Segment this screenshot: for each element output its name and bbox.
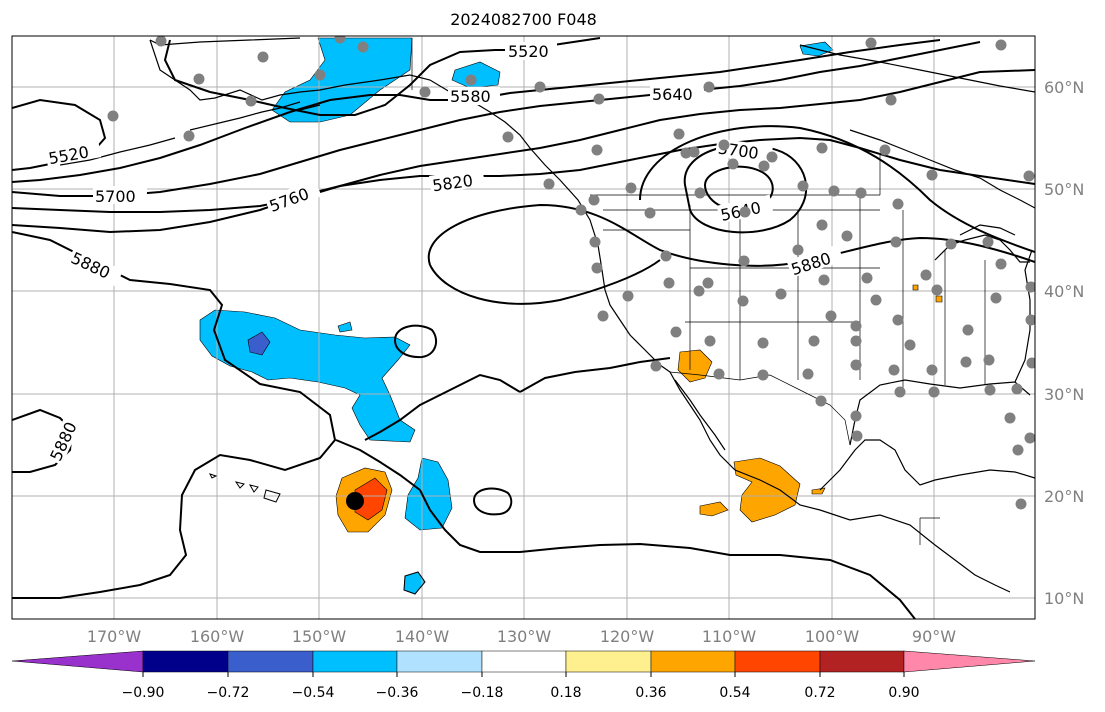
contour-label-5640-a: 5640 bbox=[652, 85, 693, 104]
colorbar-tick-label: −0.72 bbox=[207, 685, 250, 701]
lon-label-110w: 110°W bbox=[702, 627, 757, 646]
colorbar-segment-2 bbox=[227, 650, 314, 673]
lat-label-50n: 50°N bbox=[1044, 180, 1084, 199]
lat-label-20n: 20°N bbox=[1044, 487, 1084, 506]
colorbar-tick-label: 0.90 bbox=[888, 685, 919, 701]
colorbar-extend-min bbox=[11, 650, 144, 673]
colorbar-segment-7 bbox=[650, 650, 736, 673]
political-boundaries bbox=[411, 38, 986, 545]
colorbar-segment-8 bbox=[734, 650, 821, 673]
lon-label-100w: 100°W bbox=[805, 627, 860, 646]
colorbar-tick-label: 0.36 bbox=[635, 685, 666, 701]
longitude-labels: 170°W 160°W 150°W 140°W 130°W 120°W 110°… bbox=[87, 627, 956, 646]
lon-label-130w: 130°W bbox=[497, 627, 552, 646]
latitude-labels: 60°N 50°N 40°N 30°N 20°N 10°N bbox=[1044, 78, 1084, 608]
colorbar-segment-9 bbox=[819, 650, 905, 673]
island-outlines bbox=[209, 473, 426, 595]
lon-label-140w: 140°W bbox=[395, 627, 450, 646]
lat-label-10n: 10°N bbox=[1044, 589, 1084, 608]
colorbar-tick-label: 0.72 bbox=[804, 685, 835, 701]
colorbar-extend-max bbox=[903, 650, 1036, 673]
map-panel: 5520 5520 5580 5640 5700 5700 5760 5820 … bbox=[12, 36, 1035, 619]
lon-label-160w: 160°W bbox=[190, 627, 245, 646]
map-frame bbox=[11, 35, 1036, 620]
contour-label-5700-a: 5700 bbox=[95, 187, 136, 206]
lon-label-90w: 90°W bbox=[912, 627, 956, 646]
colorbar-ticks bbox=[142, 672, 905, 677]
lat-label-60n: 60°N bbox=[1044, 78, 1084, 97]
map-title: 2024082700 F048 bbox=[450, 10, 597, 29]
lon-label-170w: 170°W bbox=[87, 627, 142, 646]
height-contours bbox=[12, 37, 1035, 619]
station-markers bbox=[107, 36, 1035, 510]
positive-anomaly-shading bbox=[335, 284, 943, 533]
negative-anomaly-shading bbox=[199, 37, 834, 595]
colorbar-tick-label: −0.54 bbox=[292, 685, 335, 701]
colorbar-segment-6 bbox=[565, 650, 652, 673]
lon-label-120w: 120°W bbox=[600, 627, 655, 646]
lat-label-40n: 40°N bbox=[1044, 282, 1084, 301]
contour-label-5520-a: 5520 bbox=[508, 42, 549, 61]
colorbar-tick-labels: −0.90 −0.72 −0.54 −0.36 −0.18 0.18 0.36 … bbox=[122, 685, 920, 701]
colorbar-tick-label: 0.54 bbox=[719, 685, 750, 701]
colorbar-tick-label: −0.90 bbox=[122, 685, 165, 701]
colorbar-segment-1 bbox=[142, 650, 229, 673]
colorbar-segment-3 bbox=[312, 650, 398, 673]
colorbar-tick-label: −0.18 bbox=[461, 685, 504, 701]
colorbar-segment-5 bbox=[481, 650, 567, 673]
lon-label-150w: 150°W bbox=[292, 627, 347, 646]
colorbar bbox=[11, 650, 1036, 673]
colorbar-tick-label: 0.18 bbox=[550, 685, 581, 701]
colorbar-segment-4 bbox=[396, 650, 483, 673]
lat-label-30n: 30°N bbox=[1044, 385, 1084, 404]
colorbar-tick-label: −0.36 bbox=[376, 685, 419, 701]
typhoon-center-marker bbox=[346, 492, 364, 510]
contour-label-5580: 5580 bbox=[450, 87, 491, 106]
